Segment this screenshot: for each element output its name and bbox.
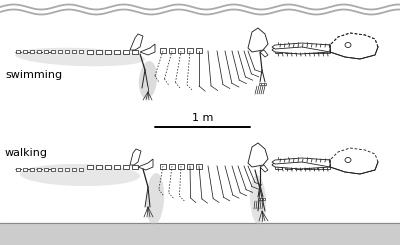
Bar	[23, 50, 27, 53]
Bar	[178, 49, 184, 53]
Bar	[105, 165, 111, 169]
Polygon shape	[260, 50, 268, 57]
Ellipse shape	[345, 42, 351, 48]
Polygon shape	[260, 165, 268, 172]
Bar	[274, 163, 282, 169]
Bar	[196, 163, 202, 169]
Text: swimming: swimming	[5, 70, 62, 80]
Bar	[160, 49, 166, 53]
Polygon shape	[330, 148, 378, 174]
Bar	[260, 198, 263, 200]
Polygon shape	[272, 45, 330, 54]
Bar	[261, 83, 264, 85]
Bar	[187, 163, 193, 169]
Bar	[160, 163, 166, 169]
Text: 1 m: 1 m	[192, 113, 213, 123]
Bar	[123, 165, 129, 169]
Bar	[294, 163, 302, 169]
Bar	[169, 49, 175, 53]
Bar	[44, 50, 48, 53]
Bar	[132, 165, 138, 169]
Bar	[51, 50, 55, 53]
Polygon shape	[272, 160, 330, 169]
Bar	[316, 49, 324, 53]
Bar	[169, 163, 175, 169]
Bar	[322, 163, 330, 169]
Bar	[304, 49, 310, 53]
Bar	[310, 163, 318, 169]
Bar	[123, 50, 129, 54]
Bar	[105, 50, 111, 54]
Bar	[263, 198, 265, 200]
Bar	[0, 223, 400, 245]
Ellipse shape	[146, 173, 164, 225]
Bar	[132, 50, 138, 54]
Bar	[259, 83, 261, 85]
Bar	[196, 49, 202, 53]
Bar	[51, 168, 55, 171]
Polygon shape	[272, 43, 330, 52]
Bar	[178, 163, 184, 169]
Polygon shape	[130, 149, 141, 165]
Bar	[79, 50, 83, 53]
Bar	[23, 168, 27, 171]
Bar	[316, 163, 324, 169]
Bar	[30, 168, 34, 171]
Polygon shape	[272, 158, 330, 167]
Bar	[87, 165, 93, 169]
Bar	[114, 165, 120, 169]
Bar	[304, 163, 310, 169]
Bar	[264, 83, 266, 85]
Polygon shape	[140, 44, 155, 55]
Polygon shape	[248, 143, 268, 167]
Bar	[79, 168, 83, 171]
Ellipse shape	[345, 158, 351, 162]
Bar	[322, 49, 330, 53]
Polygon shape	[330, 33, 378, 59]
Bar	[96, 165, 102, 169]
Polygon shape	[138, 159, 153, 170]
Ellipse shape	[250, 175, 266, 225]
Bar	[30, 50, 34, 53]
Bar	[58, 168, 62, 171]
Bar	[37, 50, 41, 53]
Bar	[87, 50, 93, 54]
Bar	[284, 163, 292, 169]
Bar	[187, 49, 193, 53]
Bar	[96, 50, 102, 54]
Polygon shape	[248, 28, 268, 52]
Ellipse shape	[15, 48, 145, 66]
Bar	[310, 49, 318, 53]
Bar	[65, 50, 69, 53]
Bar	[284, 49, 292, 53]
Ellipse shape	[139, 61, 157, 99]
Ellipse shape	[20, 164, 140, 186]
Bar	[72, 50, 76, 53]
Polygon shape	[130, 34, 143, 50]
Bar	[44, 168, 48, 171]
Bar	[16, 168, 20, 171]
Bar	[58, 50, 62, 53]
Bar	[65, 168, 69, 171]
Text: walking: walking	[5, 148, 48, 158]
Bar	[37, 168, 41, 171]
Bar	[16, 50, 20, 53]
Bar	[294, 49, 302, 53]
Bar	[258, 198, 260, 200]
Bar	[114, 50, 120, 54]
Bar	[274, 49, 282, 53]
Bar	[72, 168, 76, 171]
